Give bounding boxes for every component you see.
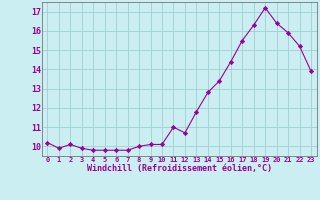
X-axis label: Windchill (Refroidissement éolien,°C): Windchill (Refroidissement éolien,°C) — [87, 164, 272, 173]
